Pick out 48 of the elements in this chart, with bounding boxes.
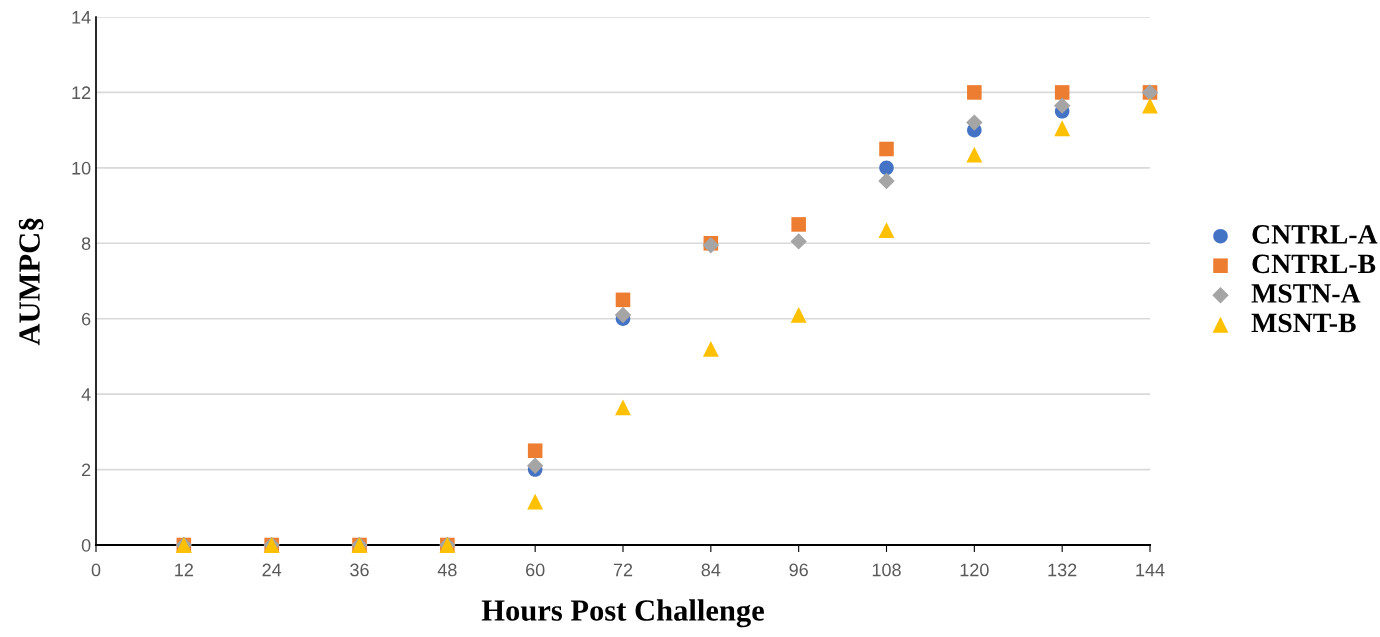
legend-label: MSNT-B	[1251, 313, 1356, 333]
legend-label: CNTRL-A	[1252, 225, 1378, 244]
y-tick-label: 4	[81, 388, 91, 401]
point	[879, 160, 894, 176]
y-tick-label: 14	[72, 11, 91, 24]
point	[1054, 85, 1070, 100]
point	[878, 172, 895, 190]
point	[1142, 97, 1158, 114]
point	[1054, 120, 1071, 137]
x-tick-label: 108	[872, 563, 901, 577]
x-tick-label: 48	[437, 563, 457, 577]
point	[879, 141, 894, 157]
y-tick-label: 12	[72, 86, 91, 99]
x-axis-title: Hours Post Challenge	[481, 599, 764, 628]
x-tick-label: 0	[91, 563, 101, 577]
point	[878, 222, 895, 238]
y-tick-label: 10	[72, 161, 91, 175]
y-axis-title: AUMPC§	[18, 218, 44, 346]
x-tick-label: 120	[960, 563, 989, 577]
x-tick-label: 24	[262, 563, 282, 577]
point	[966, 114, 983, 131]
point	[526, 457, 544, 475]
legend-label: CNTRL-B	[1252, 254, 1376, 274]
point	[527, 443, 543, 458]
point	[791, 217, 806, 232]
y-tick-label: 8	[81, 237, 91, 251]
y-tick-label: 6	[82, 312, 91, 326]
point	[1053, 97, 1071, 114]
x-tick-label: 132	[1048, 563, 1077, 577]
x-tick-label: 72	[613, 563, 633, 577]
point	[966, 146, 983, 163]
y-tick-label: 2	[82, 463, 91, 477]
x-tick-label: 96	[789, 563, 808, 577]
x-tick-label: 36	[350, 563, 369, 577]
x-tick-label: 84	[701, 563, 721, 577]
point	[790, 307, 807, 323]
point	[702, 340, 719, 357]
point	[527, 493, 544, 510]
point	[615, 292, 631, 308]
point	[615, 399, 631, 416]
legend-label: MSTN-A	[1251, 284, 1361, 303]
x-tick-label: 12	[175, 563, 193, 577]
point	[967, 85, 982, 100]
point	[790, 233, 807, 250]
x-tick-label: 144	[1136, 563, 1165, 577]
x-tick-label: 60	[526, 563, 545, 577]
y-tick-label: 0	[81, 538, 91, 552]
point	[614, 306, 632, 324]
